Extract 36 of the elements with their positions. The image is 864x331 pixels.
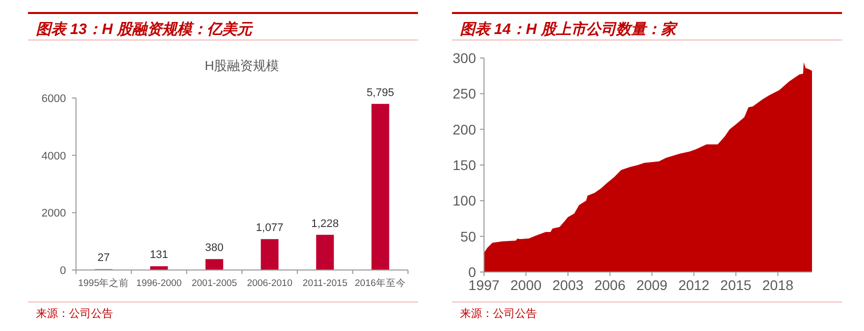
y-tick-label: 200	[452, 121, 476, 138]
x-tick-label: 2009	[636, 277, 668, 293]
y-tick-label: 0	[468, 264, 476, 280]
x-tick-label: 1996-2000	[136, 278, 182, 289]
data-label: 380	[205, 242, 224, 254]
x-tick-label: 2011-2015	[302, 278, 348, 289]
source-note: 来源：公司公告	[36, 307, 113, 320]
chart-subtitle: H股融资规模	[204, 58, 280, 73]
source-note: 来源：公司公告	[460, 307, 537, 320]
data-label: 27	[98, 252, 110, 264]
y-tick-label: 150	[452, 157, 476, 173]
x-tick-label: 2016年至今	[354, 277, 406, 289]
y-tick-label: 250	[452, 86, 476, 102]
y-tick-label: 100	[452, 192, 476, 209]
x-tick-label: 2003	[552, 277, 584, 293]
data-label: 131	[150, 249, 168, 262]
chart-title: 图表 13：H 股融资规模：亿美元	[36, 20, 254, 38]
data-label: 5,795	[366, 86, 394, 99]
y-tick-label: 0	[60, 265, 66, 277]
chart-title: 图表 14：H 股上市公司数量：家	[460, 20, 678, 38]
x-tick-label: 2015	[720, 277, 752, 293]
y-tick-label: 50	[460, 228, 476, 244]
data-label: 1,228	[311, 218, 339, 230]
x-tick-label: 2000	[510, 277, 542, 293]
x-tick-label: 2001-2005	[192, 278, 238, 289]
x-tick-label: 2006	[594, 277, 626, 293]
y-tick-label: 6000	[42, 93, 66, 105]
x-tick-label: 2012	[678, 277, 710, 293]
data-label: 1,077	[256, 222, 284, 234]
y-tick-label: 2000	[42, 208, 66, 220]
x-tick-label: 1995年之前	[78, 277, 130, 289]
x-tick-label: 2018	[762, 277, 794, 293]
y-tick-label: 4000	[42, 150, 66, 162]
x-tick-label: 1997	[468, 277, 500, 293]
x-tick-label: 2006-2010	[246, 278, 292, 289]
y-tick-label: 300	[452, 50, 476, 66]
